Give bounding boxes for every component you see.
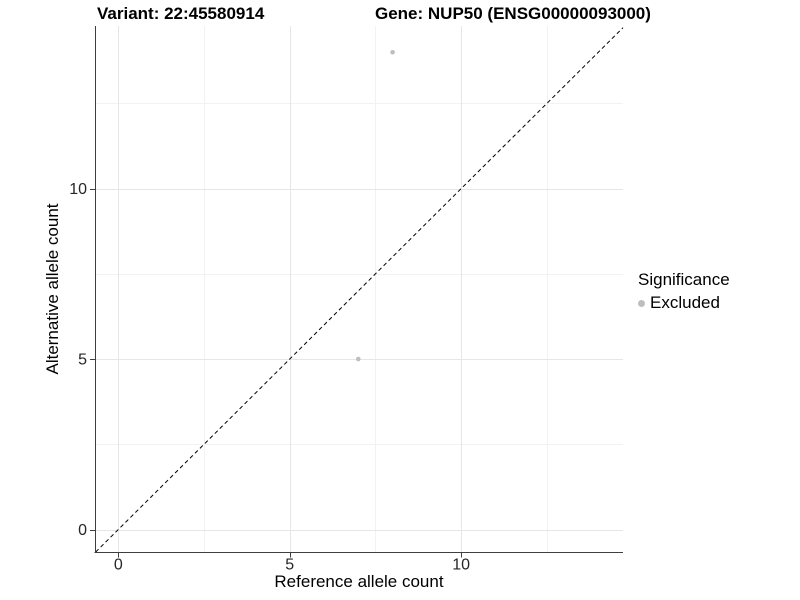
x-tick-label: 10	[452, 557, 470, 574]
x-tick-label: 5	[285, 557, 294, 574]
data-point	[356, 356, 361, 362]
legend-item-excluded: Excluded	[638, 293, 730, 313]
y-tick-label: 5	[78, 352, 87, 369]
plot-title-variant: Variant: 22:45580914	[97, 4, 265, 23]
y-tick-label: 10	[69, 181, 87, 198]
x-tick-label: 0	[114, 557, 123, 574]
legend-title: Significance	[638, 270, 730, 289]
legend-point-icon	[638, 299, 645, 307]
plot-title-gene: Gene: NUP50 (ENSG00000093000)	[375, 4, 651, 23]
x-axis-label: Reference allele count	[274, 572, 444, 591]
legend-item-label: Excluded	[650, 293, 720, 312]
y-axis-label: Alternative allele count	[43, 203, 62, 375]
identity-line	[95, 27, 624, 553]
legend: Significance Excluded	[638, 270, 730, 313]
y-tick-label: 0	[78, 522, 87, 539]
data-point	[390, 49, 395, 55]
